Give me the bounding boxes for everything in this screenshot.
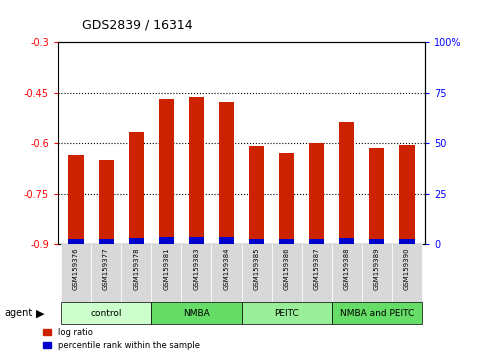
Bar bbox=[369, 148, 384, 244]
FancyBboxPatch shape bbox=[181, 244, 212, 308]
FancyBboxPatch shape bbox=[392, 244, 422, 308]
Bar bbox=[159, 99, 174, 244]
Bar bbox=[189, 237, 204, 244]
Text: GSM159378: GSM159378 bbox=[133, 247, 139, 290]
Bar bbox=[219, 237, 234, 244]
Bar bbox=[249, 146, 264, 244]
Text: NMBA and PEITC: NMBA and PEITC bbox=[340, 309, 414, 318]
FancyBboxPatch shape bbox=[271, 244, 302, 308]
Bar bbox=[309, 239, 324, 244]
Bar bbox=[69, 239, 84, 244]
Text: GSM159377: GSM159377 bbox=[103, 247, 109, 290]
Bar bbox=[128, 238, 144, 244]
Text: GSM159383: GSM159383 bbox=[193, 247, 199, 290]
Text: GSM159384: GSM159384 bbox=[224, 247, 229, 290]
Bar bbox=[339, 121, 355, 244]
FancyBboxPatch shape bbox=[151, 244, 181, 308]
FancyBboxPatch shape bbox=[302, 244, 332, 308]
FancyBboxPatch shape bbox=[242, 244, 271, 308]
Text: GSM159381: GSM159381 bbox=[163, 247, 169, 290]
Text: GSM159387: GSM159387 bbox=[314, 247, 320, 290]
Bar bbox=[249, 239, 264, 244]
Text: NMBA: NMBA bbox=[183, 309, 210, 318]
Text: control: control bbox=[90, 309, 122, 318]
Text: GSM159388: GSM159388 bbox=[344, 247, 350, 290]
Text: agent: agent bbox=[5, 308, 33, 318]
Bar bbox=[189, 97, 204, 244]
Text: GSM159376: GSM159376 bbox=[73, 247, 79, 290]
FancyBboxPatch shape bbox=[362, 244, 392, 308]
Bar bbox=[128, 132, 144, 244]
Bar bbox=[99, 160, 114, 244]
FancyBboxPatch shape bbox=[61, 244, 91, 308]
Text: PEITC: PEITC bbox=[274, 309, 299, 318]
Legend: log ratio, percentile rank within the sample: log ratio, percentile rank within the sa… bbox=[43, 328, 200, 350]
Text: GSM159389: GSM159389 bbox=[374, 247, 380, 290]
FancyBboxPatch shape bbox=[242, 302, 332, 324]
FancyBboxPatch shape bbox=[121, 244, 151, 308]
Bar bbox=[339, 238, 355, 244]
Bar bbox=[159, 237, 174, 244]
Bar bbox=[219, 102, 234, 244]
Bar bbox=[69, 155, 84, 244]
Text: GSM159385: GSM159385 bbox=[254, 247, 259, 290]
Text: ▶: ▶ bbox=[36, 308, 45, 318]
FancyBboxPatch shape bbox=[332, 244, 362, 308]
FancyBboxPatch shape bbox=[212, 244, 242, 308]
Bar bbox=[309, 143, 324, 244]
FancyBboxPatch shape bbox=[91, 244, 121, 308]
Bar bbox=[279, 239, 294, 244]
Text: GDS2839 / 16314: GDS2839 / 16314 bbox=[82, 19, 193, 32]
Text: GSM159386: GSM159386 bbox=[284, 247, 290, 290]
Bar bbox=[399, 145, 414, 244]
Text: GSM159390: GSM159390 bbox=[404, 247, 410, 290]
Bar bbox=[369, 239, 384, 244]
Bar bbox=[279, 153, 294, 244]
Bar bbox=[99, 239, 114, 244]
FancyBboxPatch shape bbox=[61, 302, 151, 324]
Bar bbox=[399, 239, 414, 244]
FancyBboxPatch shape bbox=[332, 302, 422, 324]
FancyBboxPatch shape bbox=[151, 302, 242, 324]
